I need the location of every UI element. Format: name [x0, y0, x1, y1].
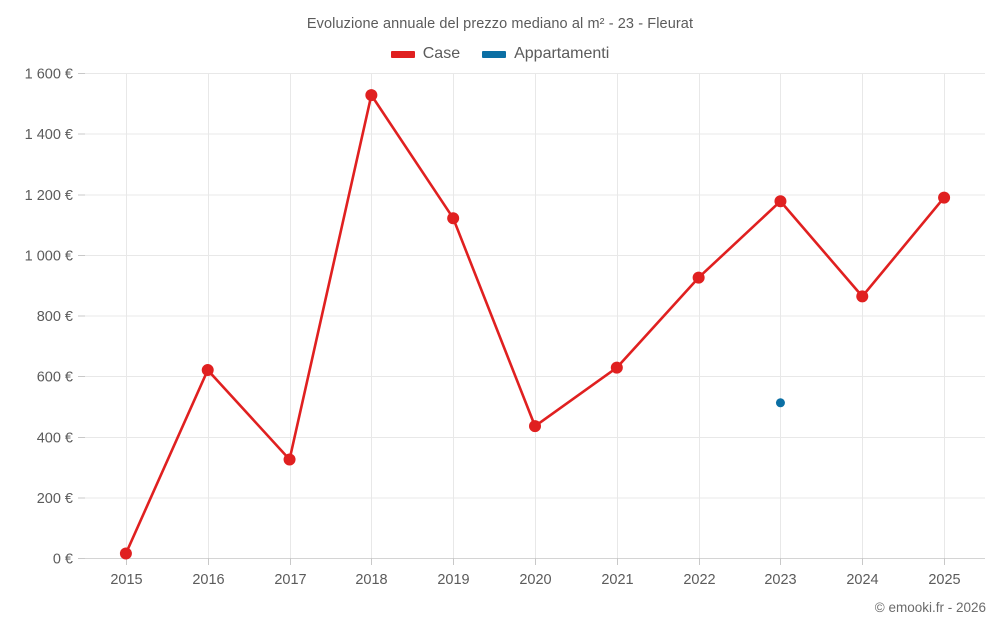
data-point-case[interactable]	[201, 364, 214, 377]
data-point-case[interactable]	[774, 195, 787, 208]
x-tick-label: 2019	[437, 572, 469, 588]
legend-label-appartamenti: Appartamenti	[514, 45, 610, 62]
x-tick-label: 2025	[928, 572, 960, 588]
x-tick-label: 2016	[192, 572, 224, 588]
data-point-case[interactable]	[119, 547, 132, 560]
data-point-case[interactable]	[692, 271, 705, 284]
legend-item-appartamenti[interactable]: Appartamenti	[482, 45, 609, 63]
x-tick-label: 2022	[683, 572, 715, 588]
chart-title: Evoluzione annuale del prezzo mediano al…	[306, 16, 694, 32]
data-point-case[interactable]	[938, 191, 951, 204]
data-point-case[interactable]	[856, 290, 869, 303]
y-tick-label: 200 €	[37, 491, 73, 507]
y-tick-label: 800 €	[37, 309, 73, 325]
y-tick-label: 400 €	[37, 430, 73, 446]
y-tick-label: 1 600 €	[25, 67, 73, 83]
data-point-case[interactable]	[529, 420, 541, 433]
x-tick-label: 2024	[846, 572, 878, 588]
y-tick-label: 600 €	[37, 370, 73, 386]
legend-item-case[interactable]: Case	[390, 45, 461, 63]
x-tick-label: 2021	[601, 572, 633, 588]
data-point-case[interactable]	[283, 453, 296, 466]
x-tick-label: 2017	[274, 572, 306, 588]
chart-legend: Case Appartamenti	[0, 45, 1000, 63]
y-tick-label: 0 €	[53, 552, 73, 568]
x-tick-label: 2018	[355, 572, 387, 588]
data-point-case[interactable]	[447, 212, 460, 225]
legend-swatch-appartamenti	[482, 50, 507, 58]
y-tick-label: 1 000 €	[25, 248, 73, 264]
x-tick-label: 2023	[764, 572, 796, 588]
data-point-appartamenti[interactable]	[775, 398, 785, 408]
y-tick-label: 1 200 €	[25, 188, 73, 204]
legend-label-case: Case	[422, 45, 461, 62]
y-tick-label: 1 400 €	[25, 127, 73, 143]
x-tick-label: 2020	[519, 572, 551, 588]
x-tick-label: 2015	[110, 572, 142, 588]
legend-swatch-case	[390, 50, 415, 58]
data-point-case[interactable]	[365, 89, 378, 102]
data-point-case[interactable]	[610, 361, 623, 374]
chart-credit: © emooki.fr - 2026	[874, 600, 986, 615]
